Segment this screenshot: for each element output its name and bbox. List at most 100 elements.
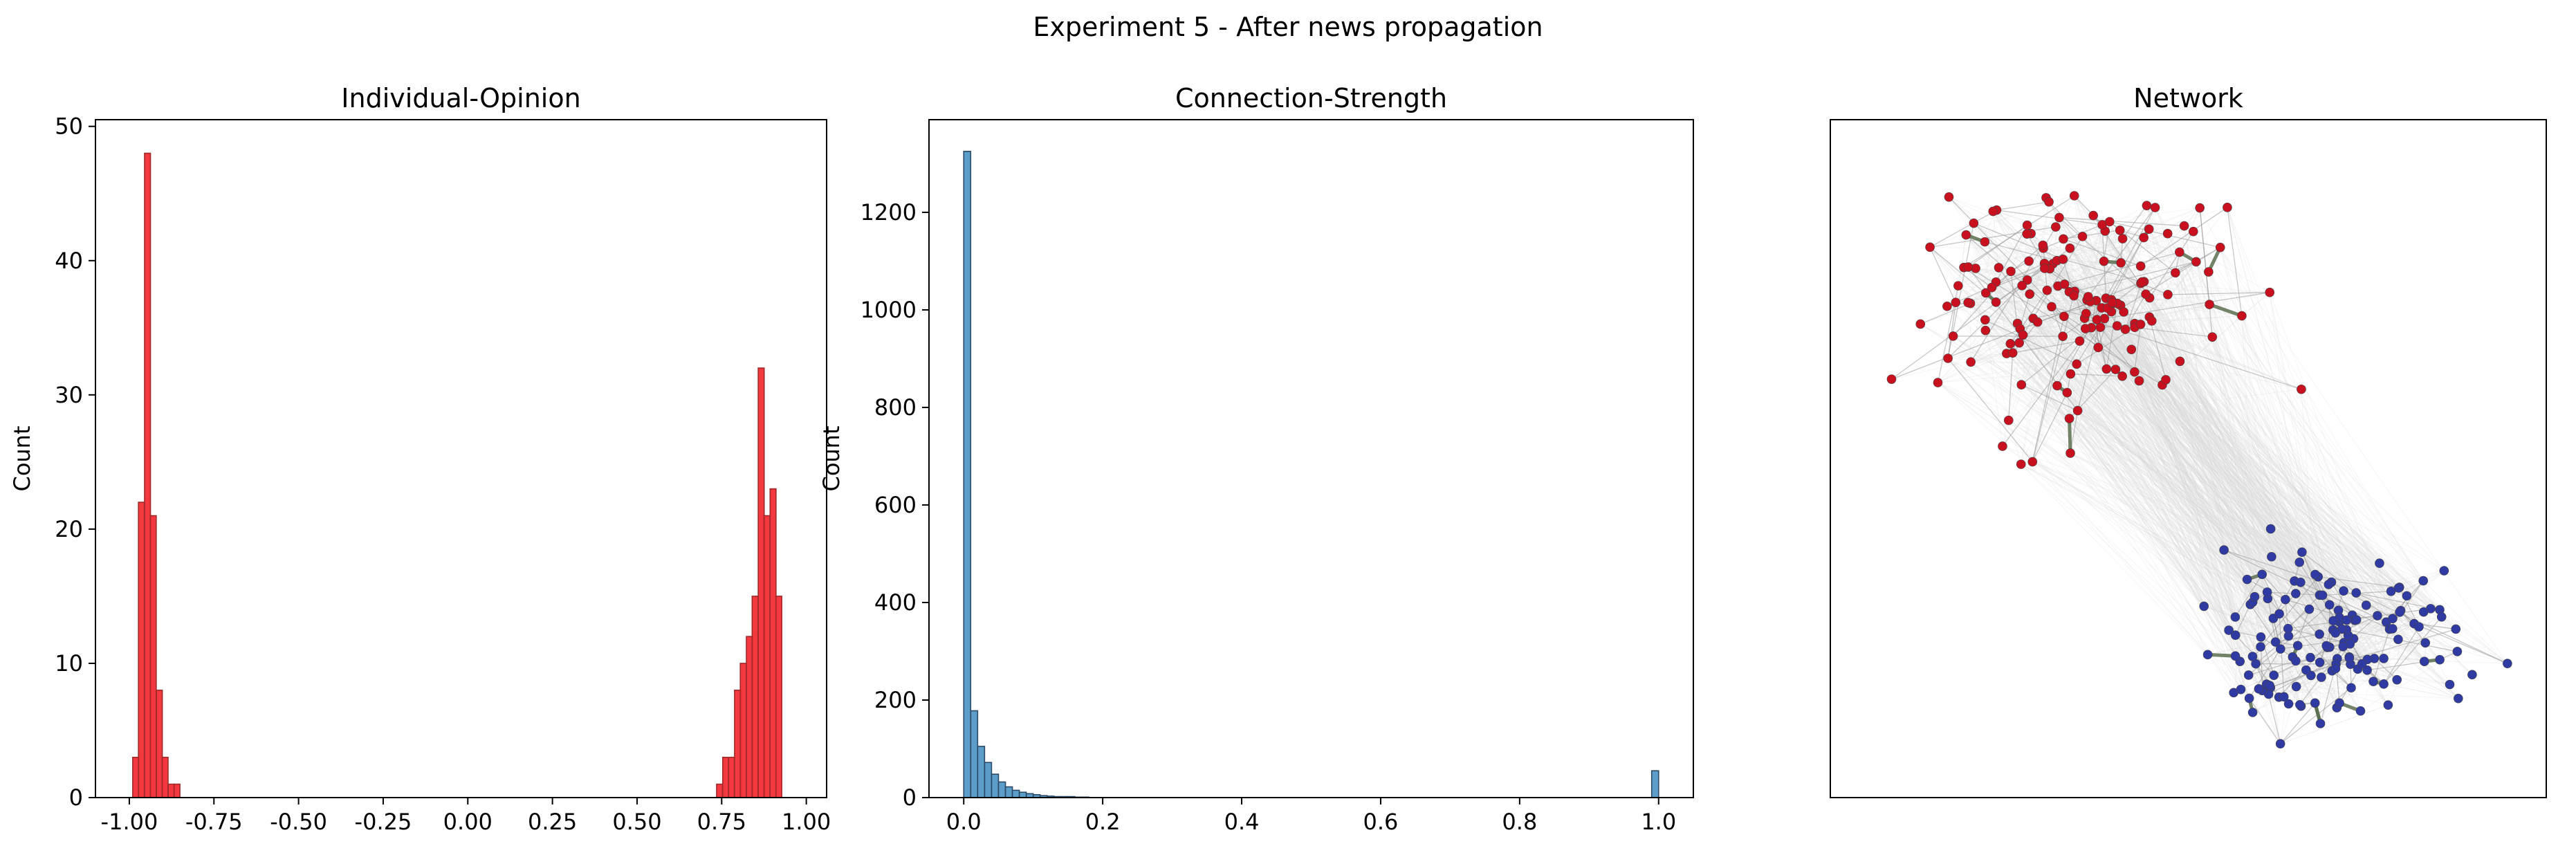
network-node (2324, 580, 2334, 589)
network-edge (2180, 226, 2185, 362)
axes-frame (95, 119, 827, 798)
network-edge (2106, 297, 2399, 640)
network-edge (2241, 292, 2270, 316)
network-edge (1992, 211, 2059, 286)
network-edge (2140, 324, 2319, 578)
network-edge (1996, 282, 2263, 691)
network-edge (2063, 239, 2153, 322)
network-edge (1992, 211, 2236, 636)
network-edge (2301, 677, 2322, 707)
network-edge (2104, 261, 2320, 596)
network-node (2126, 344, 2137, 354)
network-edge (2077, 304, 2210, 365)
network-edge (2074, 230, 2121, 292)
network-edge (2211, 336, 2300, 562)
network-edge (2196, 261, 2323, 596)
network-edge (2096, 300, 2271, 529)
network-edge (2062, 224, 2103, 337)
network-node (2072, 405, 2083, 416)
network-edge (2104, 230, 2310, 609)
network-node (2027, 457, 2038, 467)
network-node (2315, 657, 2325, 668)
network-edge (2120, 239, 2124, 306)
network-edge (2144, 281, 2380, 564)
network-node (2044, 197, 2054, 207)
network-edge (2111, 299, 2459, 699)
x-tick-label: 0.2 (1085, 809, 1121, 835)
network-node (2130, 367, 2140, 377)
network-edge (2288, 635, 2425, 662)
network-node (1915, 319, 1926, 329)
network-edge (2320, 656, 2350, 724)
network-edge (1992, 211, 2209, 655)
network-node (2256, 632, 2266, 642)
network-node (2112, 321, 2122, 331)
network-edge (2012, 352, 2236, 636)
network-edge (2383, 609, 2440, 685)
network-edge (1985, 320, 2255, 597)
network-edge (2134, 336, 2213, 373)
network-edge (2227, 207, 2329, 585)
network-edge (1963, 267, 2205, 607)
histogram-bar (156, 689, 163, 798)
network-edge (2131, 349, 2400, 613)
network-edge (2167, 292, 2270, 295)
network-edge (2321, 629, 2456, 678)
network-edge (2235, 655, 2458, 699)
x-tick-label: 0.4 (1224, 809, 1260, 835)
histogram-bar (977, 746, 986, 798)
network-node (2383, 700, 2393, 710)
histogram-bar (132, 756, 140, 798)
network-edge (2275, 634, 2320, 643)
network-edge (2055, 208, 2200, 228)
network-edge (2117, 325, 2330, 605)
network-node (2199, 601, 2209, 612)
network-edge (2092, 215, 2236, 618)
network-edge (2109, 221, 2293, 657)
network-edge (2204, 605, 2425, 662)
network-edge (2090, 301, 2281, 650)
network-edge (1891, 304, 2210, 380)
x-tick-label: 0.50 (612, 809, 661, 835)
network-edge (1967, 266, 2271, 529)
network-edge (2044, 263, 2384, 685)
histogram-bar (769, 488, 777, 798)
network-edge (2117, 325, 2123, 376)
network-node (2315, 719, 2326, 728)
network-edge (2082, 236, 2344, 591)
network-node (2257, 569, 2267, 580)
network-edge (2006, 353, 2280, 614)
network-edge (2383, 616, 2442, 685)
network-node (2052, 380, 2062, 391)
x-tick-label: 1.0 (1641, 809, 1676, 835)
network-edge (1992, 211, 2250, 699)
network-edge (2146, 205, 2367, 606)
network-node (2294, 558, 2305, 567)
network-edge (2220, 247, 2508, 664)
network-edge (2073, 295, 2339, 611)
network-edge (2030, 233, 2281, 650)
network-edge (2027, 225, 2209, 273)
network-edge (1998, 267, 2286, 600)
histogram-connection-strength: Connection-Strength 0.0 0.2 0.4 0.6 0.8 1.0 0 20… (818, 83, 1694, 835)
histogram-bar (144, 152, 151, 798)
network-edge (2055, 226, 2303, 553)
network-edge (1929, 247, 2389, 706)
network-node (2436, 612, 2447, 622)
network-edge (2021, 463, 2267, 593)
network-edge (2220, 247, 2442, 618)
network-edge (2090, 327, 2297, 661)
network-edge (2315, 574, 2340, 623)
network-edge (1993, 211, 2083, 237)
network-edge (2279, 584, 2329, 614)
network-edge (2105, 207, 2156, 299)
x-tick-label: 0.75 (697, 809, 746, 835)
network-node (2230, 630, 2241, 641)
network-edge (1967, 302, 2384, 685)
histogram-bar (1650, 770, 1659, 798)
network-edge (1985, 320, 2297, 687)
network-node (2330, 628, 2341, 638)
network-node (2032, 317, 2043, 327)
y-tick-label: 600 (874, 492, 917, 518)
network-edge (2269, 292, 2321, 724)
